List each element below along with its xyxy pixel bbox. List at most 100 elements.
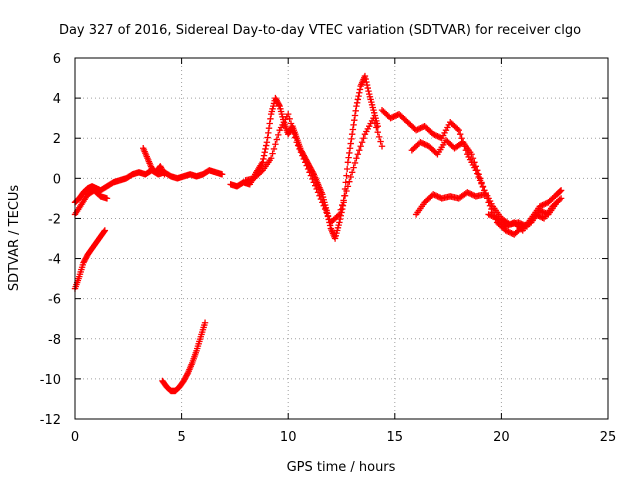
data-point [474,167,481,174]
x-tick-label: 25 [600,430,617,445]
data-point [289,124,296,132]
data-point [358,139,366,146]
data-point [394,111,401,119]
data-point [287,120,295,127]
data-point [262,142,270,149]
data-point [414,126,421,133]
data-point [184,371,191,378]
series-track-10 [412,189,488,218]
data-point [201,319,209,326]
data-point [264,134,271,141]
data-point [275,131,282,139]
data-point [314,189,322,196]
data-point [468,151,475,158]
data-point [503,222,511,229]
data-point [351,112,359,119]
data-point [388,114,396,121]
series-track-4 [140,145,168,178]
data-point [537,202,545,209]
data-point [466,190,474,197]
series-track-2 [71,187,111,218]
data-point [336,219,343,226]
data-point [357,143,364,150]
data-point [412,127,420,134]
data-point [420,123,427,131]
data-point [374,129,381,136]
data-point [365,87,372,95]
data-point [349,126,357,133]
data-point [478,179,485,186]
x-tick-label: 10 [280,430,297,445]
data-point [542,200,549,207]
data-point [302,159,309,166]
data-point [557,195,565,202]
data-point [292,134,299,141]
data-point [476,175,484,182]
data-point [270,145,278,153]
data-point [353,102,360,110]
data-point [101,227,109,234]
data-point [479,183,487,190]
y-tick-label: -12 [40,413,61,428]
y-tick-label: 0 [53,172,61,187]
x-tick-label: 15 [387,430,404,445]
data-point [486,211,494,219]
data-point [486,202,494,209]
data-point [374,122,381,130]
data-point [263,139,271,146]
data-point [373,124,380,131]
data-point [267,155,275,162]
data-point [469,191,477,199]
data-point [326,222,334,229]
data-point [348,169,356,176]
data-point [378,143,386,150]
data-point [485,211,492,218]
series-track-7 [242,110,386,226]
data-point [306,169,313,176]
data-point [266,120,273,127]
data-point [100,228,108,235]
data-point [321,205,329,213]
data-point [539,214,546,221]
data-point [293,139,300,146]
data-point [553,199,561,206]
data-point [464,189,471,196]
data-point [320,202,327,209]
data-point [539,201,546,209]
data-point [340,197,347,204]
data-point [363,78,370,86]
data-point [432,149,440,157]
data-point [354,151,362,158]
data-point [420,140,427,147]
data-point [387,114,394,122]
data-point [505,221,512,229]
data-point [103,195,111,202]
data-point [265,129,272,137]
data-point [307,172,315,179]
data-point [353,99,361,106]
data-point [543,210,551,217]
data-point [489,213,497,220]
data-point [273,136,281,143]
data-point [434,193,441,200]
data-point [468,191,475,198]
data-point [304,165,312,173]
data-point [317,195,325,203]
data-layer [71,72,565,395]
data-point [377,138,384,145]
data-point [218,171,226,178]
data-point [345,154,352,161]
x-axis-label: GPS time / hours [287,460,396,475]
data-point [351,116,358,124]
series-track-3 [71,227,109,292]
data-point [371,119,379,127]
data-point [259,159,266,166]
data-point [363,81,371,89]
data-point [313,185,320,193]
data-point [557,187,564,195]
data-point [506,229,514,236]
data-point [337,206,344,213]
data-point [348,131,356,138]
data-point [260,155,267,163]
data-point [275,101,283,108]
